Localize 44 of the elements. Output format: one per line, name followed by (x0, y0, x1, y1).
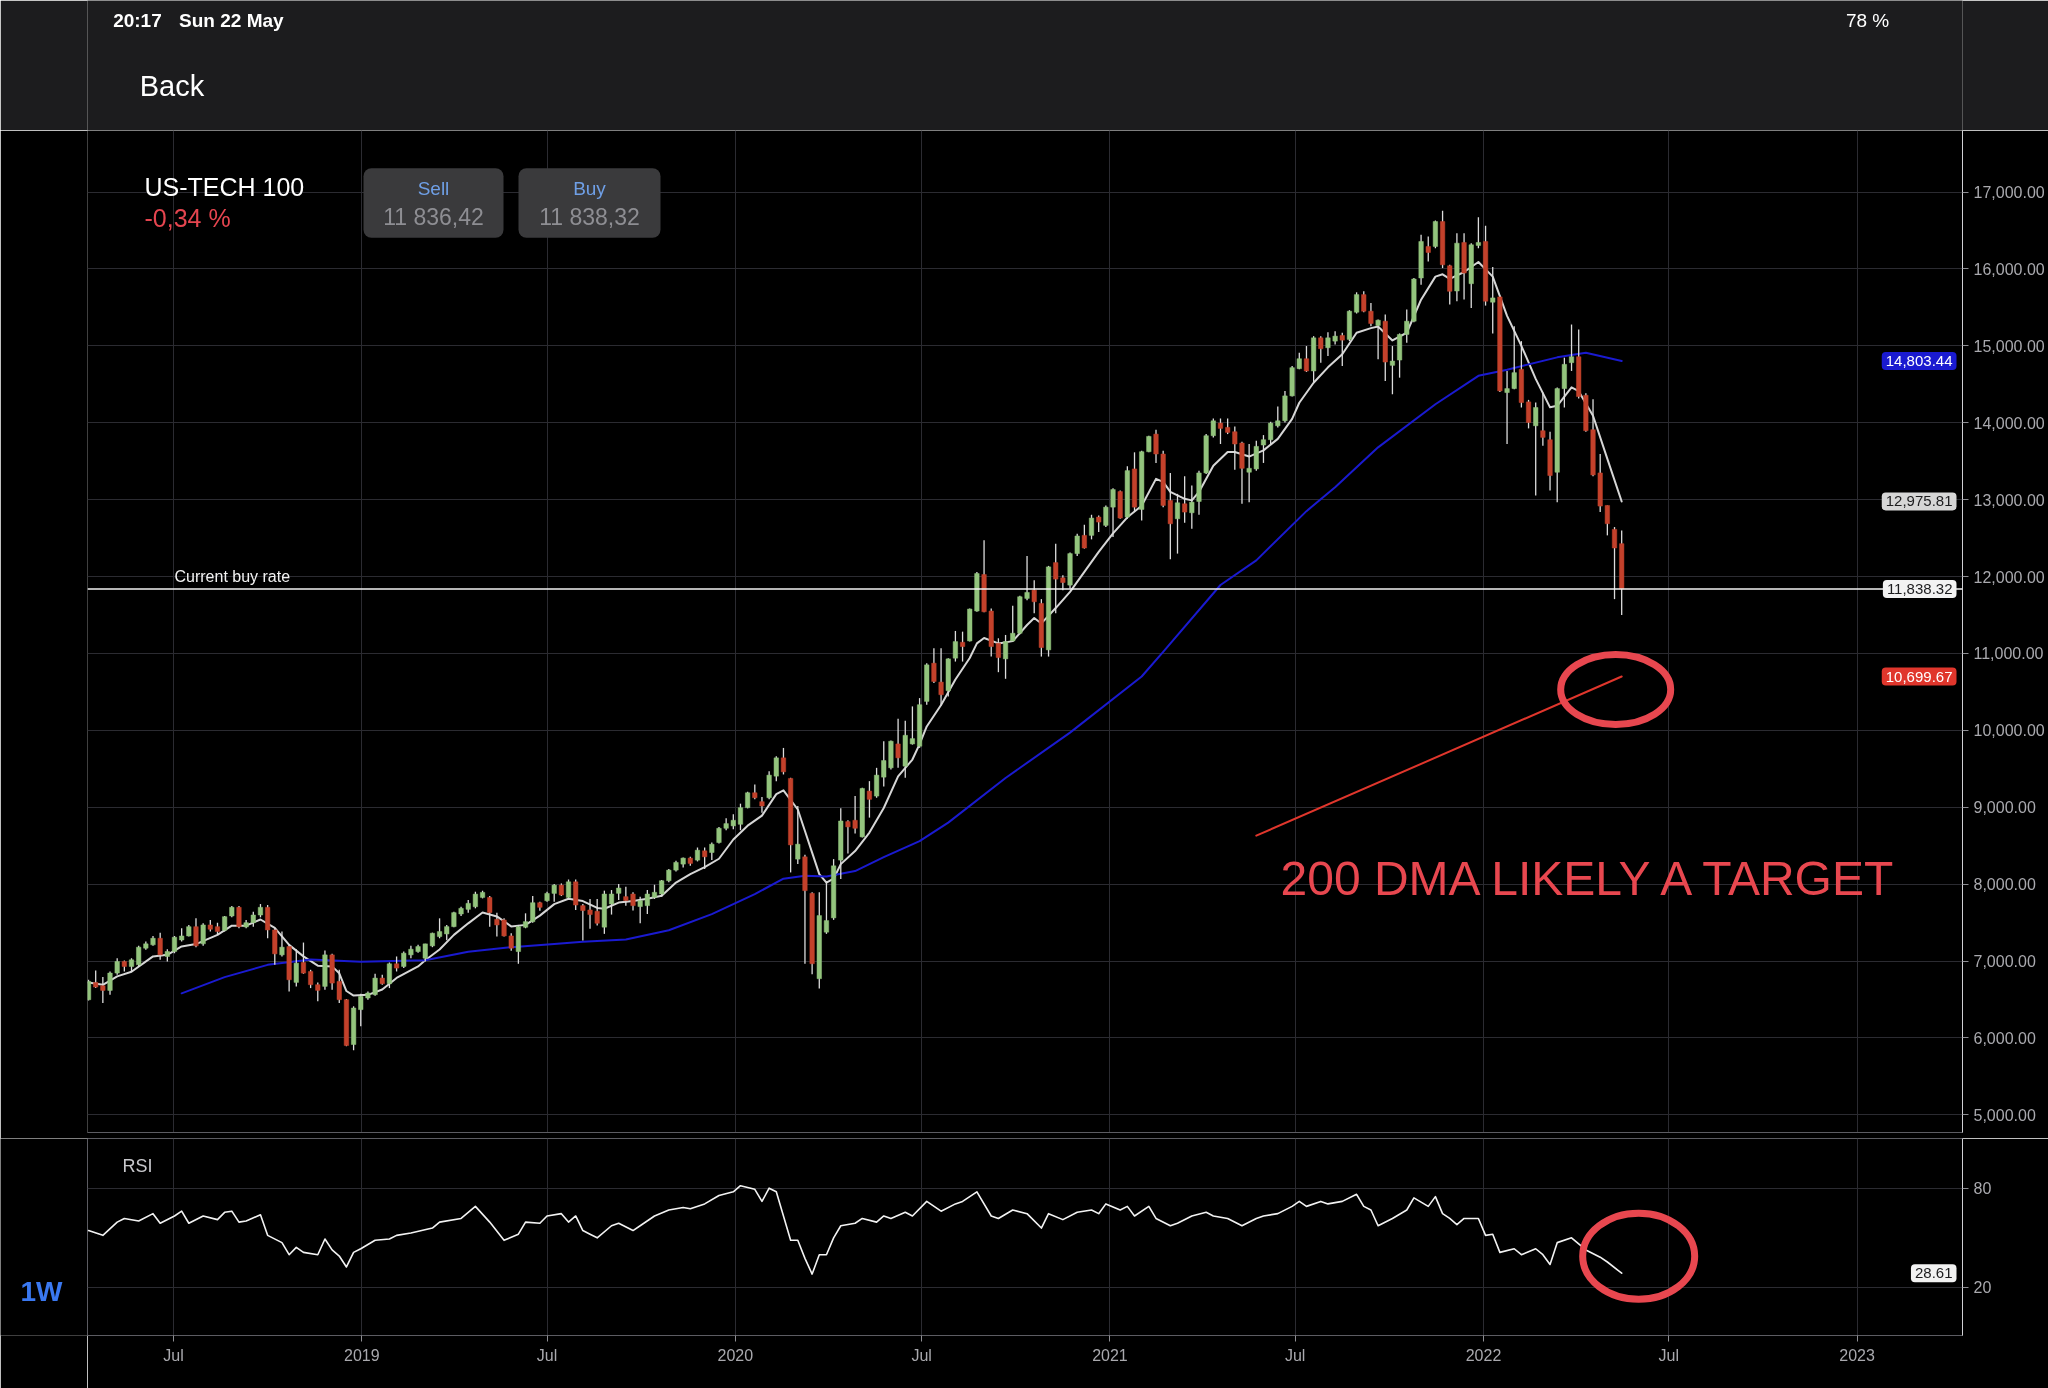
annotation: 200 DMA LIKELY A TARGET (1280, 851, 1894, 905)
annotation: 12,975.81 (1885, 492, 1953, 510)
text: Sun 22 May (179, 10, 285, 31)
annotation: 10,699.67 (1885, 667, 1953, 685)
y-tick-label: 14,000.00 (1973, 414, 2045, 432)
text: 20:17 (113, 10, 162, 31)
y-tick-label: 80 (1973, 1180, 1992, 1198)
y-tick-label: 13,000.00 (1973, 491, 2045, 509)
y-tick-label: 6,000.00 (1973, 1029, 2036, 1047)
text: -0,34 % (144, 203, 231, 232)
x-tick-label: Jul (163, 1346, 184, 1364)
y-tick-label: 9,000.00 (1973, 799, 2036, 817)
x-tick-label: Jul (536, 1346, 558, 1364)
y-tick-label: 15,000.00 (1973, 337, 2045, 355)
annotation: 11 838,32 (539, 203, 640, 230)
x-tick-label: 2022 (1465, 1346, 1502, 1364)
y-tick-label: 11,000.00 (1973, 645, 2044, 663)
x-tick-label: Jul (1284, 1346, 1306, 1364)
text: 1W (20, 1275, 64, 1307)
y-tick-label: 12,000.00 (1973, 568, 2045, 586)
text: 78 % (1845, 10, 1890, 31)
y-tick-label: 5,000.00 (1973, 1106, 2036, 1124)
text: US-TECH 100 (144, 173, 305, 202)
text: Back (139, 69, 205, 102)
x-tick-label: 2019 (343, 1346, 380, 1364)
x-tick-label: Jul (1658, 1346, 1679, 1364)
y-tick-label: 20 (1973, 1279, 1992, 1297)
y-tick-label: 7,000.00 (1973, 953, 2036, 971)
annotation: 28.61 (1914, 1264, 1953, 1282)
annotation: 11 836,42 (383, 203, 484, 230)
annotation: Buy (573, 177, 607, 199)
y-tick-label: 10,000.00 (1973, 722, 2045, 740)
y-tick-label: 8,000.00 (1973, 876, 2036, 894)
x-tick-label: 2023 (1839, 1346, 1875, 1364)
x-tick-label: 2020 (717, 1346, 754, 1364)
x-tick-label: 2021 (1092, 1346, 1128, 1364)
y-tick-label: 17,000.00 (1973, 184, 2045, 202)
y-tick-label: 16,000.00 (1973, 260, 2045, 278)
text: RSI (122, 1155, 153, 1176)
x-tick-label: Jul (911, 1346, 932, 1364)
annotation: 11,838.32 (1886, 579, 1953, 597)
annotation: 14,803.44 (1885, 351, 1953, 369)
ref-line-label: Current buy rate (174, 567, 291, 585)
annotation: Sell (417, 177, 450, 199)
